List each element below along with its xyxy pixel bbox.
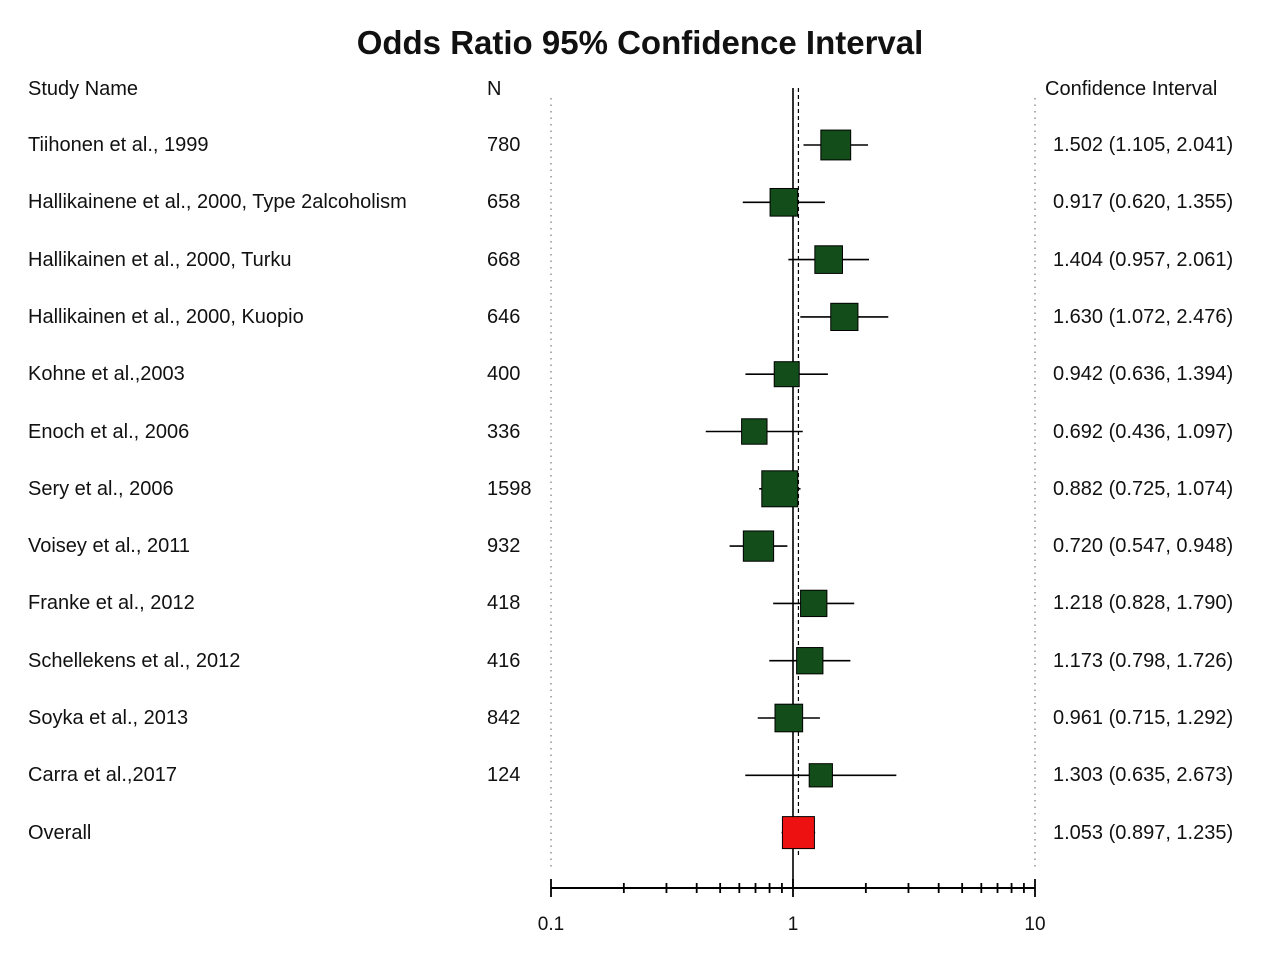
study-n: 842 xyxy=(487,707,521,729)
overall-ci-text: 1.053 (0.897, 1.235) xyxy=(1053,821,1234,844)
study-name: Tiihonen et al., 1999 xyxy=(28,134,209,156)
study-name: Schellekens et al., 2012 xyxy=(28,649,241,672)
study-ci-text: 1.173 (0.798, 1.726) xyxy=(1053,649,1234,672)
study-ci-text: 1.404 (0.957, 2.061) xyxy=(1053,248,1234,271)
study-name: Hallikainen et al., 2000, Kuopio xyxy=(28,305,304,328)
x-tick-label: 0.1 xyxy=(538,914,564,935)
study-ci-text: 1.303 (0.635, 2.673) xyxy=(1053,764,1234,787)
study-estimate-box xyxy=(830,302,859,331)
study-n: 336 xyxy=(487,420,521,443)
study-estimate-box xyxy=(741,418,768,445)
study-name: Carra et al.,2017 xyxy=(28,764,177,787)
study-ci-text: 0.917 (0.620, 1.355) xyxy=(1053,191,1234,214)
study-ci-text: 0.720 (0.547, 0.948) xyxy=(1053,535,1234,558)
study-ci-text: 1.630 (1.072, 2.476) xyxy=(1053,305,1234,328)
study-estimate-box xyxy=(742,530,775,562)
overall-estimate-box xyxy=(781,816,815,850)
study-estimate-box xyxy=(808,763,833,788)
study-n: 780 xyxy=(487,134,521,156)
study-n: 124 xyxy=(487,764,521,787)
study-n: 658 xyxy=(487,191,521,214)
study-n: 416 xyxy=(487,649,521,672)
study-ci-text: 1.502 (1.105, 2.041) xyxy=(1053,134,1234,156)
study-name: Hallikainene et al., 2000, Type 2alcohol… xyxy=(28,191,407,214)
confidence-interval-header: Confidence Interval xyxy=(1045,78,1218,100)
study-estimate-box xyxy=(820,129,852,161)
study-ci-text: 1.218 (0.828, 1.790) xyxy=(1053,592,1234,615)
study-name-header: Study Name xyxy=(28,78,139,100)
n-header: N xyxy=(487,78,502,100)
study-ci-text: 0.961 (0.715, 1.292) xyxy=(1053,707,1234,729)
study-ci-text: 0.882 (0.725, 1.074) xyxy=(1053,477,1234,500)
study-estimate-box xyxy=(773,361,800,388)
chart-title: Odds Ratio 95% Confidence Interval xyxy=(356,24,924,61)
study-name: Enoch et al., 2006 xyxy=(28,420,190,443)
study-name: Hallikainen et al., 2000, Turku xyxy=(28,248,292,271)
study-estimate-box xyxy=(761,470,799,508)
x-tick-label: 10 xyxy=(1024,914,1045,935)
study-n: 646 xyxy=(487,305,521,328)
study-estimate-box xyxy=(814,245,843,274)
study-n: 400 xyxy=(487,363,521,386)
study-ci-text: 0.692 (0.436, 1.097) xyxy=(1053,420,1234,443)
study-ci-text: 0.942 (0.636, 1.394) xyxy=(1053,363,1234,386)
study-estimate-box xyxy=(796,647,824,675)
study-name: Franke et al., 2012 xyxy=(28,592,195,615)
study-n: 932 xyxy=(487,535,521,558)
study-estimate-box xyxy=(774,703,804,733)
study-estimate-box xyxy=(769,187,799,217)
study-n: 668 xyxy=(487,248,521,271)
study-name: Kohne et al.,2003 xyxy=(28,363,185,386)
study-estimate-box xyxy=(800,589,828,618)
study-name: Voisey et al., 2011 xyxy=(28,535,190,558)
study-name: Soyka et al., 2013 xyxy=(28,707,189,729)
study-n: 418 xyxy=(487,592,521,615)
x-tick-label: 1 xyxy=(788,914,799,935)
overall-label: Overall xyxy=(28,821,92,844)
study-name: Sery et al., 2006 xyxy=(28,477,174,500)
study-n: 1598 xyxy=(487,477,532,500)
